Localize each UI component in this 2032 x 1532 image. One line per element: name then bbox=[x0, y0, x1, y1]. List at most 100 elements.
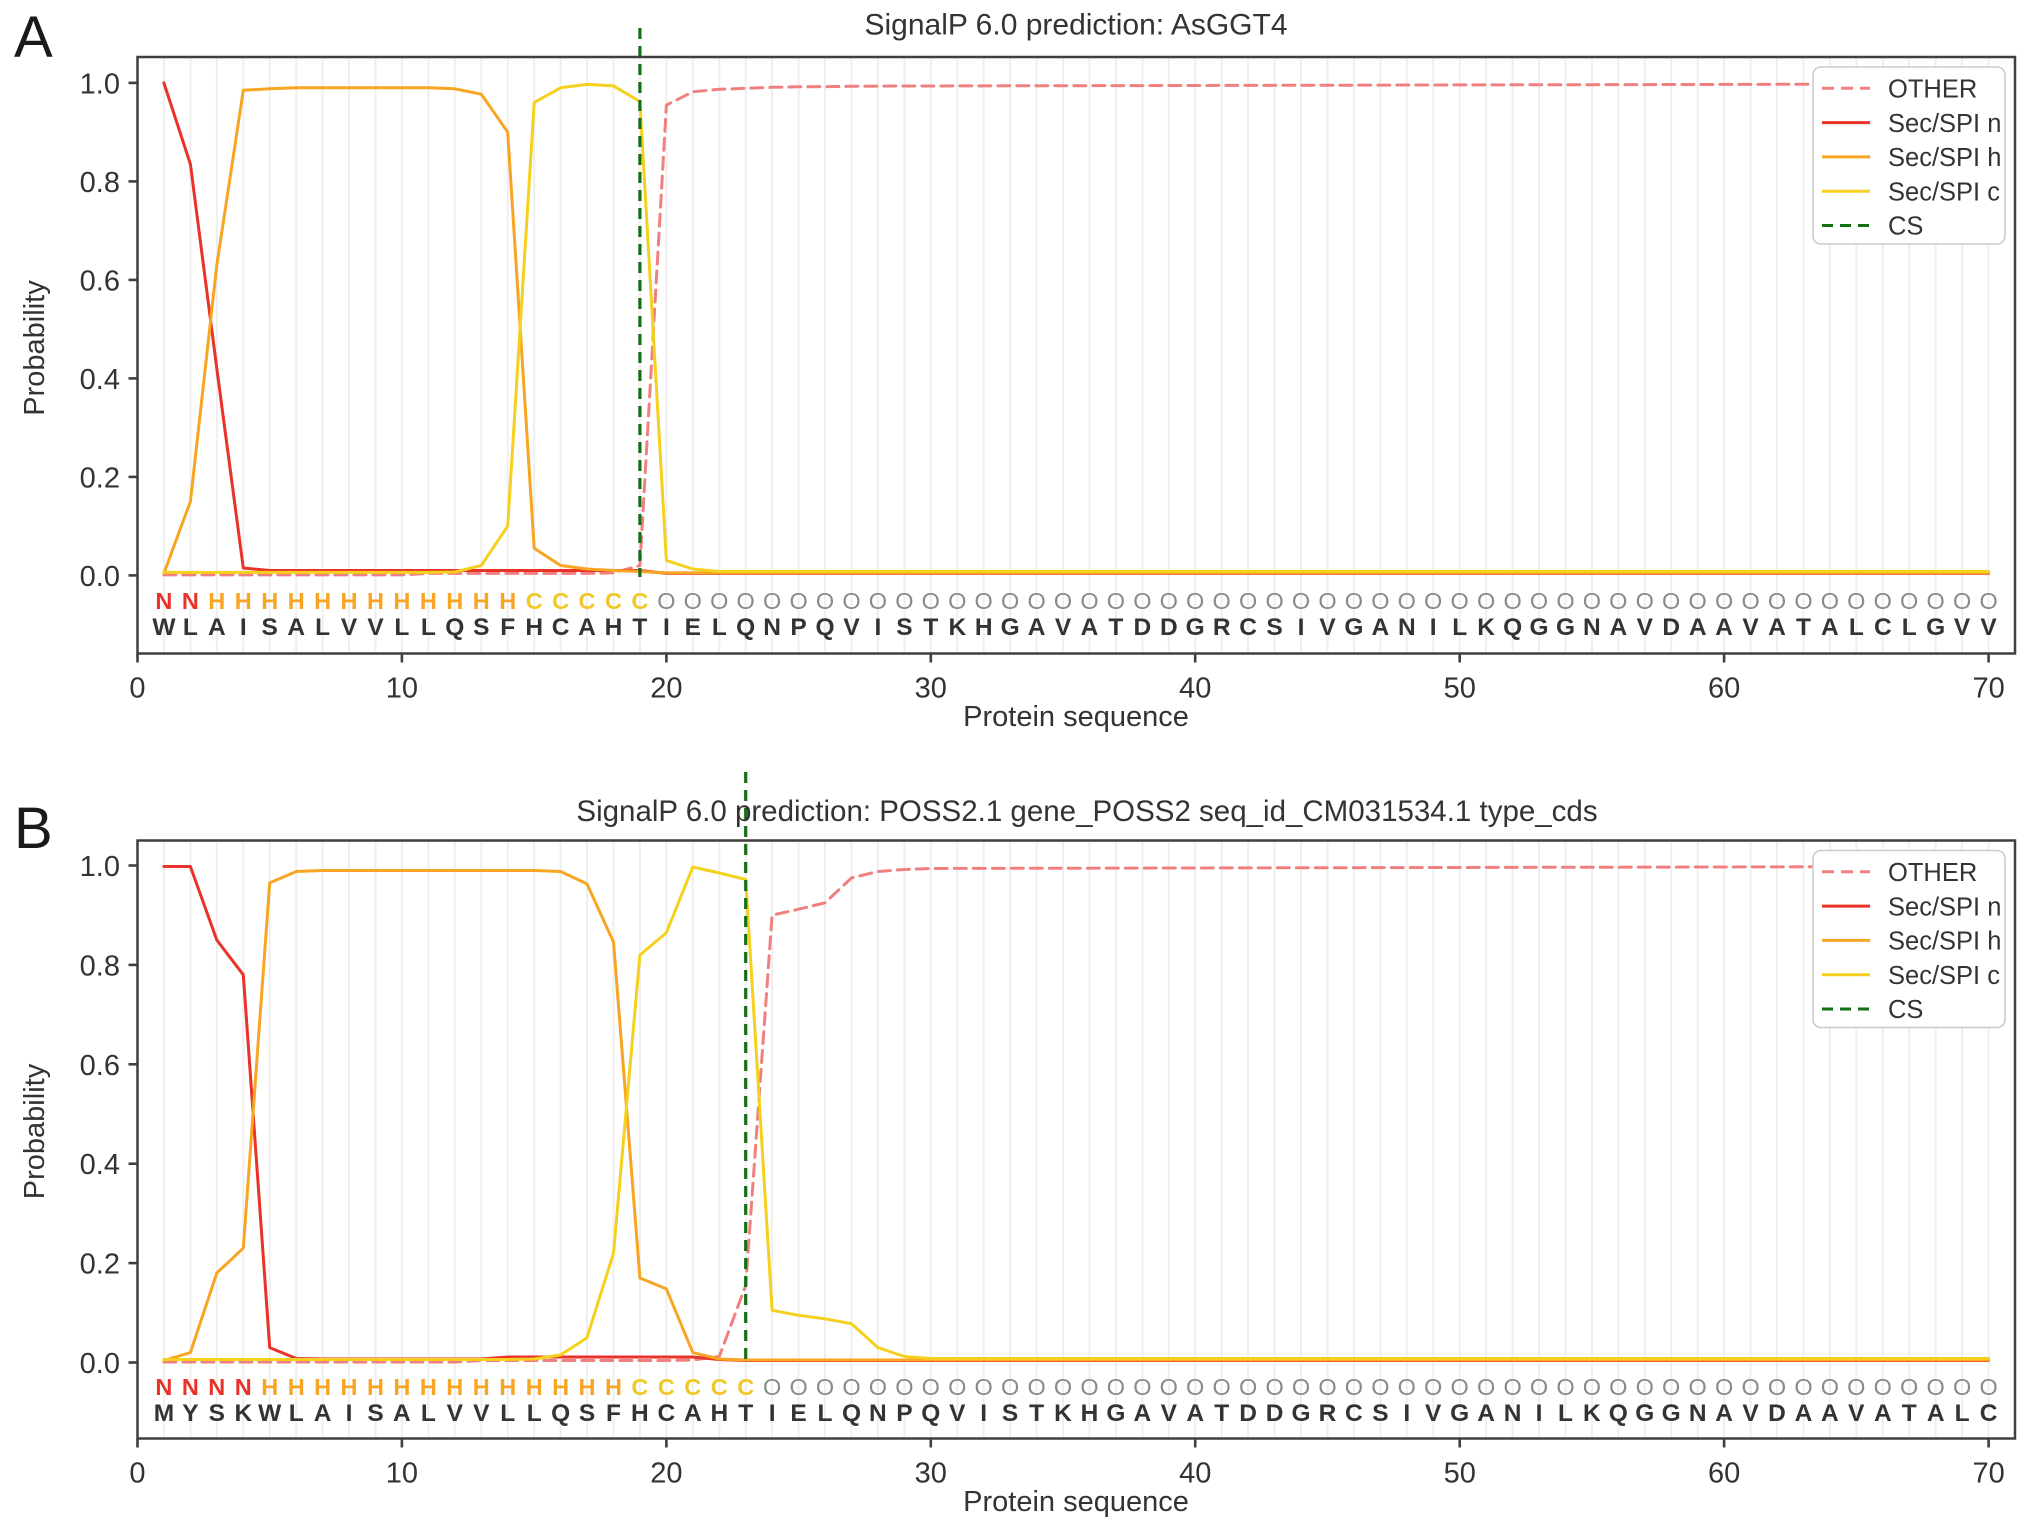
svg-text:W: W bbox=[258, 1400, 282, 1427]
svg-text:H: H bbox=[975, 614, 993, 641]
svg-text:K: K bbox=[1477, 614, 1495, 641]
svg-text:H: H bbox=[605, 614, 623, 641]
svg-text:O: O bbox=[1979, 588, 1997, 614]
svg-text:Q: Q bbox=[921, 1400, 940, 1427]
svg-text:Sec/SPI c: Sec/SPI c bbox=[1888, 962, 2000, 990]
svg-text:O: O bbox=[1239, 1374, 1257, 1400]
svg-text:0.8: 0.8 bbox=[80, 950, 120, 982]
svg-text:1.0: 1.0 bbox=[80, 68, 120, 100]
svg-text:O: O bbox=[948, 1374, 966, 1400]
svg-text:O: O bbox=[1503, 588, 1521, 614]
svg-text:O: O bbox=[1265, 588, 1283, 614]
svg-text:A: A bbox=[1715, 1400, 1733, 1427]
svg-text:O: O bbox=[1715, 1374, 1733, 1400]
svg-text:R: R bbox=[1213, 614, 1231, 641]
svg-text:C: C bbox=[1874, 614, 1892, 641]
svg-text:V: V bbox=[1161, 1400, 1178, 1427]
svg-text:H: H bbox=[208, 588, 225, 614]
svg-text:E: E bbox=[685, 614, 701, 641]
svg-text:N: N bbox=[208, 1374, 225, 1400]
svg-text:10: 10 bbox=[386, 673, 418, 705]
svg-text:C: C bbox=[737, 1374, 754, 1400]
svg-text:O: O bbox=[1213, 1374, 1231, 1400]
svg-text:O: O bbox=[789, 588, 807, 614]
svg-text:T: T bbox=[923, 614, 938, 641]
svg-text:H: H bbox=[261, 588, 278, 614]
svg-text:H: H bbox=[393, 588, 410, 614]
svg-text:H: H bbox=[341, 1374, 358, 1400]
svg-text:N: N bbox=[1583, 614, 1601, 641]
svg-text:S: S bbox=[1372, 1400, 1388, 1427]
svg-text:O: O bbox=[1874, 588, 1892, 614]
svg-text:G: G bbox=[1662, 1400, 1681, 1427]
svg-text:Sec/SPI n: Sec/SPI n bbox=[1888, 110, 2001, 138]
svg-text:O: O bbox=[1979, 1374, 1997, 1400]
svg-text:V: V bbox=[1055, 614, 1072, 641]
svg-text:Q: Q bbox=[815, 614, 834, 641]
svg-text:G: G bbox=[1556, 614, 1575, 641]
svg-text:B: B bbox=[14, 796, 53, 861]
svg-text:H: H bbox=[525, 614, 543, 641]
svg-text:Q: Q bbox=[445, 614, 464, 641]
svg-text:O: O bbox=[1080, 1374, 1098, 1400]
svg-text:N: N bbox=[182, 588, 199, 614]
svg-text:O: O bbox=[1477, 588, 1495, 614]
svg-text:O: O bbox=[1186, 1374, 1204, 1400]
svg-text:Probability: Probability bbox=[19, 280, 51, 416]
svg-text:L: L bbox=[1849, 614, 1864, 641]
svg-text:O: O bbox=[1741, 588, 1759, 614]
svg-text:L: L bbox=[315, 614, 330, 641]
svg-text:CS: CS bbox=[1888, 213, 1923, 241]
svg-text:A: A bbox=[1477, 1400, 1495, 1427]
svg-text:O: O bbox=[1503, 1374, 1521, 1400]
svg-text:N: N bbox=[235, 1374, 252, 1400]
svg-text:A: A bbox=[1689, 614, 1707, 641]
svg-text:D: D bbox=[1134, 614, 1152, 641]
svg-text:O: O bbox=[1821, 588, 1839, 614]
svg-text:C: C bbox=[526, 588, 543, 614]
svg-text:V: V bbox=[1954, 614, 1971, 641]
svg-text:V: V bbox=[341, 614, 358, 641]
svg-text:C: C bbox=[1239, 614, 1257, 641]
svg-text:D: D bbox=[1768, 1400, 1786, 1427]
svg-text:O: O bbox=[1133, 1374, 1151, 1400]
svg-text:H: H bbox=[710, 1400, 728, 1427]
svg-text:S: S bbox=[896, 614, 912, 641]
svg-text:V: V bbox=[367, 614, 384, 641]
svg-text:V: V bbox=[1980, 614, 1997, 641]
svg-text:A: A bbox=[287, 614, 305, 641]
svg-text:A: A bbox=[1715, 614, 1733, 641]
svg-text:70: 70 bbox=[1972, 1458, 2004, 1490]
svg-text:V: V bbox=[1848, 1400, 1865, 1427]
svg-text:O: O bbox=[1424, 588, 1442, 614]
svg-text:L: L bbox=[1558, 1400, 1573, 1427]
svg-text:L: L bbox=[394, 614, 409, 641]
svg-text:O: O bbox=[684, 588, 702, 614]
svg-text:H: H bbox=[314, 1374, 331, 1400]
svg-text:V: V bbox=[447, 1400, 464, 1427]
svg-text:O: O bbox=[763, 1374, 781, 1400]
svg-text:G: G bbox=[1291, 1400, 1310, 1427]
svg-text:L: L bbox=[712, 614, 727, 641]
svg-text:70: 70 bbox=[1972, 673, 2004, 705]
svg-text:H: H bbox=[235, 588, 252, 614]
svg-text:H: H bbox=[499, 588, 516, 614]
svg-text:Probability: Probability bbox=[19, 1063, 51, 1199]
svg-text:V: V bbox=[843, 614, 860, 641]
svg-text:O: O bbox=[1318, 1374, 1336, 1400]
svg-text:O: O bbox=[1530, 1374, 1548, 1400]
svg-text:A: A bbox=[1795, 1400, 1813, 1427]
svg-text:S: S bbox=[367, 1400, 383, 1427]
svg-text:K: K bbox=[1054, 1400, 1072, 1427]
svg-text:K: K bbox=[234, 1400, 252, 1427]
svg-text:O: O bbox=[1451, 588, 1469, 614]
svg-text:S: S bbox=[1266, 614, 1282, 641]
svg-text:H: H bbox=[367, 588, 384, 614]
svg-text:H: H bbox=[526, 1374, 543, 1400]
svg-text:T: T bbox=[1902, 1400, 1917, 1427]
svg-text:L: L bbox=[818, 1400, 833, 1427]
svg-text:C: C bbox=[684, 1374, 701, 1400]
svg-text:O: O bbox=[869, 1374, 887, 1400]
svg-text:H: H bbox=[393, 1374, 410, 1400]
svg-text:N: N bbox=[1398, 614, 1416, 641]
